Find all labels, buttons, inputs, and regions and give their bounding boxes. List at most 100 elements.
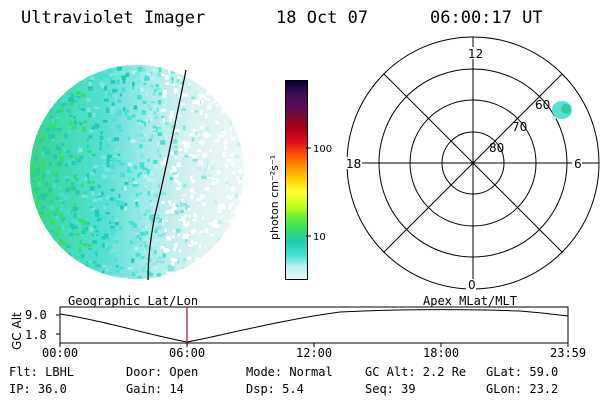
uv-speckle bbox=[58, 242, 61, 247]
uv-speckle bbox=[148, 272, 154, 277]
uv-speckle bbox=[94, 212, 100, 217]
uv-speckle bbox=[208, 222, 213, 225]
uv-speckle bbox=[142, 100, 147, 105]
uv-speckle bbox=[182, 203, 187, 206]
uv-speckle bbox=[159, 164, 164, 170]
uv-speckle bbox=[161, 108, 166, 112]
uv-speckle bbox=[93, 198, 98, 203]
uv-speckle bbox=[67, 159, 73, 165]
uv-speckle bbox=[171, 165, 175, 169]
uv-speckle bbox=[87, 158, 92, 163]
uv-speckle bbox=[80, 176, 86, 181]
uv-speckle bbox=[200, 94, 206, 98]
uv-speckle bbox=[122, 67, 127, 73]
uv-speckle bbox=[57, 161, 62, 167]
uv-speckle bbox=[99, 141, 102, 146]
uv-speckle bbox=[92, 226, 97, 228]
uv-speckle bbox=[190, 175, 193, 180]
uv-speckle bbox=[224, 163, 229, 169]
date-label: 18 Oct 07 bbox=[276, 8, 369, 28]
uv-speckle bbox=[139, 254, 142, 260]
uv-speckle bbox=[59, 108, 64, 113]
uv-speckle bbox=[192, 219, 197, 222]
uv-speckle bbox=[156, 107, 159, 112]
uv-speckle bbox=[88, 248, 93, 251]
uv-speckle bbox=[148, 110, 153, 113]
uv-speckle bbox=[39, 167, 44, 171]
uv-speckle bbox=[240, 177, 243, 180]
uv-speckle bbox=[87, 202, 91, 207]
uv-speckle bbox=[172, 94, 176, 98]
uv-speckle bbox=[110, 80, 115, 84]
uv-speckle bbox=[151, 219, 154, 224]
uv-speckle bbox=[88, 132, 92, 136]
uv-speckle bbox=[187, 142, 191, 145]
uv-speckle bbox=[174, 165, 180, 170]
uv-speckle bbox=[94, 209, 99, 214]
uv-speckle bbox=[185, 239, 188, 243]
uv-speckle bbox=[225, 181, 229, 185]
uv-speckle bbox=[63, 195, 68, 201]
uv-speckle bbox=[78, 178, 82, 183]
uv-speckle bbox=[105, 195, 111, 200]
uv-speckle bbox=[88, 81, 92, 87]
uv-speckle bbox=[114, 220, 119, 226]
uv-speckle bbox=[147, 191, 151, 196]
uv-speckle bbox=[161, 115, 164, 118]
uv-speckle bbox=[166, 210, 171, 213]
uv-speckle bbox=[152, 91, 156, 96]
uv-speckle bbox=[202, 202, 206, 207]
uv-speckle bbox=[110, 220, 114, 225]
uv-speckle bbox=[47, 214, 50, 218]
uv-speckle bbox=[162, 102, 166, 106]
lat-label-70: 70 bbox=[512, 120, 527, 134]
uv-speckle bbox=[224, 150, 229, 154]
uv-speckle bbox=[115, 145, 121, 150]
uv-speckle bbox=[62, 216, 66, 220]
uv-speckle bbox=[83, 120, 87, 123]
status-glon: GLon: 23.2 bbox=[486, 382, 559, 396]
uv-speckle bbox=[187, 158, 191, 162]
uv-speckle bbox=[49, 206, 55, 211]
uv-speckle bbox=[120, 234, 124, 238]
uv-speckle bbox=[147, 73, 151, 78]
status-filter: Flt: LBHL bbox=[9, 365, 75, 379]
uv-speckle bbox=[169, 176, 173, 181]
uv-speckle bbox=[109, 73, 113, 77]
uv-speckle bbox=[136, 94, 142, 100]
uv-speckle bbox=[169, 119, 173, 122]
uv-speckle bbox=[41, 160, 44, 165]
uv-speckle bbox=[169, 200, 172, 206]
uv-speckle bbox=[202, 153, 207, 158]
uv-speckle bbox=[166, 236, 171, 241]
uv-speckle bbox=[59, 239, 63, 242]
uv-speckle bbox=[199, 109, 203, 115]
uv-speckle bbox=[199, 126, 204, 130]
uv-speckle bbox=[169, 110, 175, 116]
uv-speckle bbox=[30, 164, 34, 169]
uv-speckle bbox=[110, 110, 115, 115]
uv-speckle bbox=[60, 143, 65, 146]
uv-speckle bbox=[106, 107, 109, 112]
uv-speckle bbox=[163, 157, 167, 162]
uv-speckle bbox=[158, 126, 162, 130]
uv-speckle bbox=[226, 135, 229, 139]
uv-speckle bbox=[65, 187, 70, 193]
uv-speckle bbox=[128, 176, 132, 181]
uv-speckle bbox=[112, 248, 118, 252]
uv-speckle bbox=[103, 205, 107, 210]
uv-speckle bbox=[90, 253, 94, 259]
uv-speckle bbox=[89, 227, 94, 232]
uv-speckle bbox=[177, 258, 180, 264]
uv-speckle bbox=[139, 144, 143, 149]
uv-speckle bbox=[135, 201, 138, 205]
uv-speckle bbox=[213, 199, 216, 204]
uv-speckle bbox=[165, 75, 169, 80]
uv-speckle bbox=[57, 187, 61, 191]
uv-speckle bbox=[108, 167, 112, 171]
uv-speckle bbox=[207, 183, 212, 186]
uv-speckle bbox=[161, 269, 167, 273]
uv-speckle bbox=[238, 169, 243, 173]
uv-speckle bbox=[220, 204, 226, 209]
uv-speckle bbox=[115, 201, 120, 207]
